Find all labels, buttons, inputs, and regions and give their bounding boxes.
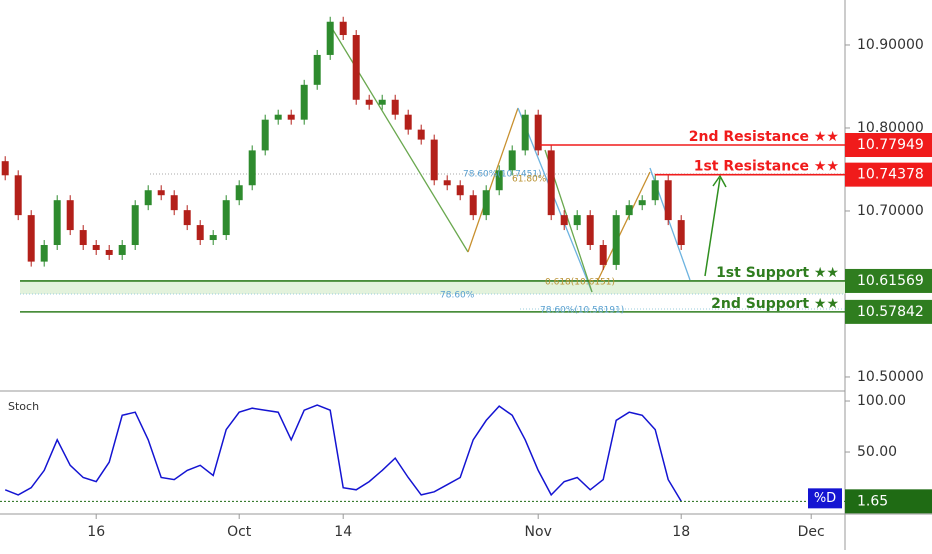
level-label: 1st Resistance ★★	[694, 159, 839, 175]
fib-annotation: 78.60%(10.58191)	[540, 306, 624, 316]
y-tick-label: 10.50000	[857, 369, 924, 385]
candle-body	[521, 114, 529, 151]
level-value: 10.77949	[857, 137, 924, 153]
level-value-box	[845, 133, 932, 158]
candle-body	[105, 249, 113, 255]
candle-body	[326, 21, 334, 55]
candle-body	[287, 114, 295, 120]
level-value-box	[845, 299, 932, 324]
y-tick-label: 100.00	[857, 393, 906, 409]
level-value: 10.57842	[857, 304, 924, 320]
support-zone	[20, 281, 845, 294]
candle-body	[27, 215, 35, 262]
fib-annotation: 0.618(10.6151)	[545, 278, 615, 288]
candle-body	[365, 99, 373, 105]
indicator-title: Stoch	[8, 400, 39, 413]
x-tick-label: Nov	[525, 524, 552, 540]
candle-body	[79, 230, 87, 246]
candle-body	[313, 54, 321, 85]
candle-body	[430, 139, 438, 181]
level-label: 1st Support ★★	[716, 265, 839, 281]
fib-annotation: 61.80%	[512, 175, 547, 185]
candle-body	[209, 235, 217, 241]
x-tick-label: Dec	[798, 524, 825, 540]
candle-body	[482, 190, 490, 216]
level-value-box	[845, 268, 932, 293]
level-value: 10.61569	[857, 273, 924, 289]
pattern-leg	[517, 107, 593, 293]
stoch-line	[4, 404, 682, 502]
fib-annotation: 78.60%(10.7451)	[463, 170, 542, 180]
y-tick-label: 10.70000	[857, 203, 924, 219]
last-value-box	[845, 489, 932, 514]
legend-box	[808, 488, 842, 509]
pattern-leg	[467, 107, 519, 253]
y-tick-label: 10.90000	[857, 37, 924, 53]
candle-body	[573, 215, 581, 226]
candle-body	[443, 180, 451, 186]
candle-body	[261, 119, 269, 151]
candle-body	[612, 215, 620, 265]
level-label: 2nd Support ★★	[711, 296, 839, 312]
arrow-head	[712, 174, 727, 188]
candle-body	[677, 220, 685, 246]
candle-body	[339, 21, 347, 36]
y-tick-label: 50.00	[857, 444, 897, 460]
candle-body	[586, 215, 594, 246]
candle-body	[469, 195, 477, 216]
candle-body	[625, 205, 633, 216]
y-tick-label: 10.80000	[857, 120, 924, 136]
x-tick-label: Oct	[227, 524, 252, 540]
candle-body	[638, 200, 646, 206]
candle-body	[495, 170, 503, 191]
candle-body	[118, 245, 126, 255]
candle-body	[196, 225, 204, 241]
candle-body	[1, 161, 9, 176]
candle-body	[274, 114, 282, 120]
candle-body	[92, 245, 100, 250]
candle-body	[378, 99, 386, 105]
level-value: 10.74378	[857, 167, 924, 183]
candle-body	[417, 129, 425, 140]
legend-name: %D	[814, 491, 836, 506]
candle-body	[14, 175, 22, 216]
candle-body	[391, 99, 399, 115]
candle-body	[53, 200, 61, 246]
candle-body	[144, 190, 152, 206]
candle-body	[248, 150, 256, 186]
candle-body	[66, 200, 74, 231]
candle-body	[131, 205, 139, 246]
fib-annotation: 78.60%	[440, 291, 475, 301]
x-tick-label: 14	[334, 524, 352, 540]
candle-body	[300, 84, 308, 120]
level-label: 2nd Resistance ★★	[689, 129, 839, 145]
candle-body	[170, 195, 178, 211]
candle-body	[547, 150, 555, 216]
candle-body	[456, 185, 464, 196]
candle-body	[222, 200, 230, 236]
last-value: 1.65	[857, 493, 888, 509]
candle-body	[599, 245, 607, 265]
x-tick-label: 18	[672, 524, 690, 540]
level-value-box	[845, 162, 932, 187]
candle-body	[352, 35, 360, 100]
candle-body	[183, 210, 191, 226]
candle-body	[404, 114, 412, 130]
candle-body	[235, 185, 243, 201]
candle-body	[40, 245, 48, 262]
candle-body	[157, 190, 165, 196]
candle-body	[560, 215, 568, 226]
candle-body	[534, 114, 542, 151]
candle-body	[651, 180, 659, 201]
projection-arrow	[704, 177, 721, 277]
x-tick-label: 16	[87, 524, 105, 540]
candle-body	[664, 180, 672, 221]
candle-body	[508, 150, 516, 171]
